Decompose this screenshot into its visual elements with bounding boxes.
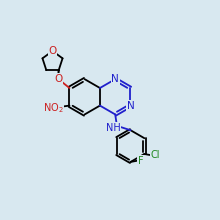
- Text: N: N: [111, 74, 119, 84]
- Text: Cl: Cl: [150, 150, 160, 160]
- Text: NH: NH: [106, 123, 120, 133]
- Text: O: O: [48, 46, 57, 56]
- Polygon shape: [58, 70, 59, 79]
- Text: O: O: [54, 74, 62, 84]
- Text: NO$_2$: NO$_2$: [43, 101, 63, 115]
- Text: F: F: [138, 156, 143, 166]
- Text: N: N: [126, 101, 134, 111]
